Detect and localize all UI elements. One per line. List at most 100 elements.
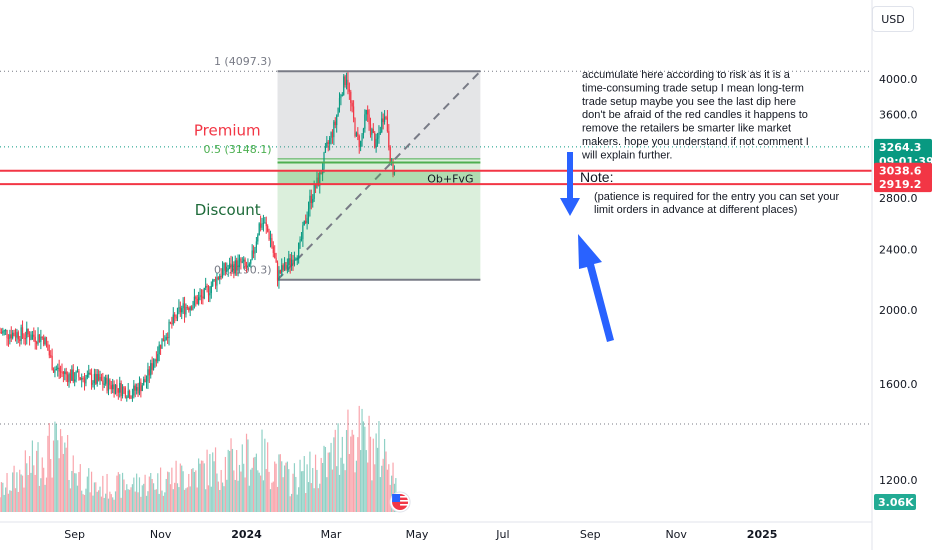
candle[interactable]: [255, 241, 257, 248]
candle[interactable]: [299, 239, 301, 243]
candle[interactable]: [268, 231, 270, 240]
candle[interactable]: [300, 238, 303, 240]
candle[interactable]: [186, 307, 188, 309]
candle[interactable]: [168, 321, 170, 339]
candle[interactable]: [51, 355, 53, 370]
candle[interactable]: [392, 162, 394, 175]
candle[interactable]: [123, 387, 125, 389]
volume-tag[interactable]: [874, 494, 916, 510]
candle[interactable]: [374, 132, 376, 148]
candle[interactable]: [214, 279, 217, 286]
candle[interactable]: [365, 109, 367, 115]
candle[interactable]: [337, 107, 339, 116]
candle[interactable]: [302, 225, 304, 239]
candle[interactable]: [347, 79, 349, 90]
candle[interactable]: [272, 246, 274, 253]
candle[interactable]: [386, 117, 388, 132]
candle[interactable]: [236, 260, 238, 271]
candle[interactable]: [85, 377, 87, 384]
candle[interactable]: [316, 177, 318, 189]
candle[interactable]: [124, 388, 126, 398]
candle[interactable]: [303, 220, 305, 226]
candle[interactable]: [12, 332, 14, 339]
candle[interactable]: [103, 383, 105, 385]
candle[interactable]: [185, 307, 187, 315]
candle[interactable]: [254, 247, 256, 254]
currency-button[interactable]: USD: [872, 6, 914, 32]
candle[interactable]: [179, 307, 181, 313]
candle[interactable]: [291, 259, 293, 266]
candle[interactable]: [141, 385, 143, 392]
candle[interactable]: [31, 334, 34, 340]
candle[interactable]: [174, 314, 176, 317]
candle[interactable]: [334, 121, 336, 126]
candle[interactable]: [381, 118, 383, 133]
candle[interactable]: [285, 262, 287, 269]
candle[interactable]: [62, 371, 64, 374]
candle[interactable]: [293, 259, 296, 265]
candle[interactable]: [210, 285, 212, 294]
candle[interactable]: [0, 332, 3, 334]
candle[interactable]: [378, 132, 380, 138]
time-axis[interactable]: Sep Nov 2024 Mar May Jul Sep Nov 2025: [0, 521, 872, 541]
candle[interactable]: [217, 277, 219, 280]
candle[interactable]: [136, 387, 138, 391]
candle[interactable]: [120, 382, 122, 396]
candle[interactable]: [81, 378, 83, 380]
candle[interactable]: [198, 297, 200, 304]
candle[interactable]: [112, 384, 114, 390]
candle[interactable]: [221, 268, 224, 277]
candle[interactable]: [383, 116, 386, 123]
candle[interactable]: [282, 265, 284, 270]
candle[interactable]: [14, 335, 17, 338]
candle[interactable]: [313, 184, 315, 199]
candle[interactable]: [26, 328, 28, 339]
candle[interactable]: [2, 331, 4, 334]
candle[interactable]: [98, 374, 100, 381]
candle[interactable]: [161, 338, 163, 349]
candle[interactable]: [230, 263, 232, 271]
candle[interactable]: [243, 259, 245, 262]
candle[interactable]: [323, 152, 325, 169]
candle[interactable]: [113, 384, 115, 394]
candle[interactable]: [30, 339, 32, 341]
price-axis[interactable]: 4000.0 3600.0 2800.0 2400.0 2000.0 1600.0 1200…: [871, 0, 932, 550]
candle[interactable]: [90, 374, 93, 385]
candle[interactable]: [58, 367, 60, 372]
candle[interactable]: [192, 305, 194, 310]
candle[interactable]: [65, 371, 67, 375]
candle[interactable]: [289, 258, 291, 266]
candle[interactable]: [95, 373, 97, 384]
candle[interactable]: [59, 371, 62, 373]
candle[interactable]: [20, 327, 22, 341]
candle[interactable]: [345, 79, 348, 85]
candle[interactable]: [276, 262, 279, 281]
candle[interactable]: [54, 369, 56, 373]
candle[interactable]: [138, 382, 141, 394]
price-tag[interactable]: [874, 176, 932, 193]
candle[interactable]: [205, 285, 207, 288]
candle[interactable]: [127, 390, 129, 398]
candle[interactable]: [154, 359, 156, 364]
candle[interactable]: [182, 303, 184, 309]
candle[interactable]: [68, 373, 70, 383]
candle[interactable]: [74, 379, 76, 382]
candle[interactable]: [326, 142, 328, 147]
candle[interactable]: [129, 390, 131, 398]
candle[interactable]: [329, 137, 331, 144]
candle[interactable]: [5, 330, 7, 332]
candle[interactable]: [64, 371, 66, 374]
candle[interactable]: [69, 373, 72, 381]
candle[interactable]: [274, 252, 276, 258]
candle[interactable]: [224, 263, 226, 271]
candle[interactable]: [341, 94, 343, 96]
candle[interactable]: [10, 334, 12, 339]
candle[interactable]: [19, 339, 21, 341]
candle[interactable]: [158, 344, 160, 355]
candle[interactable]: [150, 363, 152, 376]
candle[interactable]: [267, 226, 269, 232]
candle[interactable]: [379, 132, 381, 134]
candle[interactable]: [364, 114, 366, 129]
candle[interactable]: [147, 369, 149, 382]
candle[interactable]: [143, 379, 145, 386]
